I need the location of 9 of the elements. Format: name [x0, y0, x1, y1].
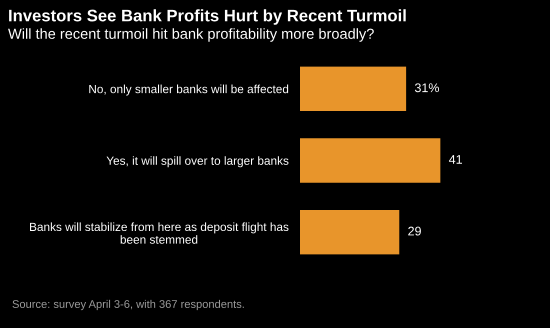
chart-subtitle: Will the recent turmoil hit bank profitability more broadly? — [8, 28, 374, 42]
y-tick-label: No, only smaller banks will be affected — [89, 84, 288, 96]
source-note: Source: survey April 3-6, with 367 respondents. — [12, 300, 244, 310]
data-label: 29 — [408, 226, 421, 236]
data-label: 31% — [414, 83, 440, 92]
data-label: 41 — [448, 155, 462, 164]
chart-title: Investors See Bank Profits Hurt by Recent Turmoil — [9, 9, 406, 25]
y-tick-label: Yes, it will spill over to larger banks — [106, 156, 288, 168]
y-tick-label: Banks will stabilize from here as deposit flight has been stemmed — [30, 222, 288, 244]
